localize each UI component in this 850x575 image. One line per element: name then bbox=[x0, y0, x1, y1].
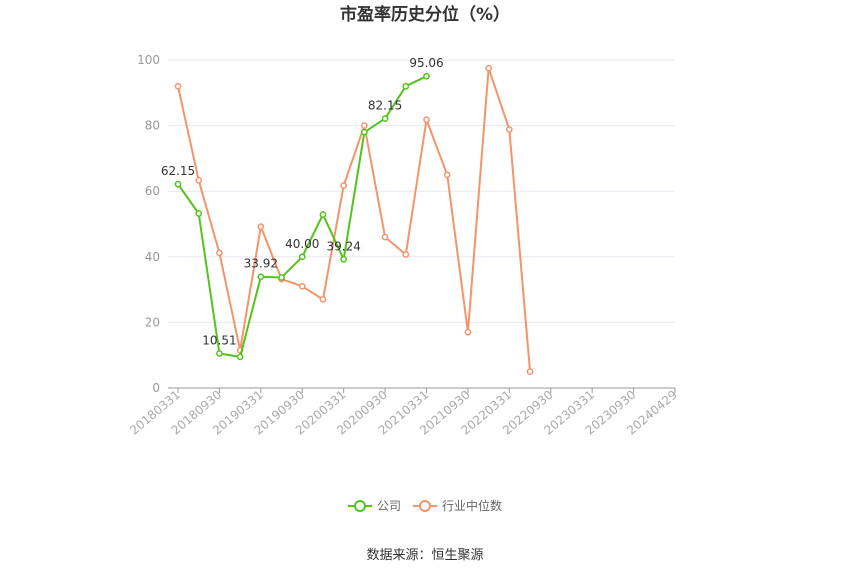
company-line bbox=[177, 75, 427, 358]
chart-title: 市盈率历史分位（%） bbox=[340, 4, 510, 25]
industry-median-point[interactable] bbox=[195, 177, 203, 184]
y-tick-label: 20 bbox=[145, 315, 160, 329]
y-tick-label: 80 bbox=[145, 119, 160, 133]
industry-median-point[interactable] bbox=[257, 223, 265, 230]
company-point[interactable] bbox=[174, 180, 182, 188]
industry-median-point[interactable] bbox=[381, 233, 389, 241]
legend-company-label: 公司 bbox=[377, 499, 401, 513]
company-point[interactable] bbox=[298, 253, 306, 261]
company-point[interactable] bbox=[216, 350, 223, 357]
industry-median-point[interactable] bbox=[485, 64, 492, 72]
y-tick-label: 60 bbox=[145, 184, 160, 198]
data-label: 39.24 bbox=[326, 239, 360, 253]
industry-median-line bbox=[177, 67, 532, 372]
industry-median-point[interactable] bbox=[361, 122, 368, 129]
data-label: 82.15 bbox=[368, 99, 402, 113]
y-tick-label: 40 bbox=[145, 250, 160, 264]
data-label: 62.15 bbox=[161, 164, 195, 178]
legend-company-marker bbox=[354, 500, 366, 512]
company-point[interactable] bbox=[423, 72, 430, 80]
legend-industry-label: 行业中位数 bbox=[442, 498, 502, 513]
legend-item-company[interactable]: 公司 bbox=[348, 499, 401, 513]
company-point[interactable] bbox=[340, 255, 348, 263]
industry-median-point[interactable] bbox=[298, 282, 306, 290]
series-layer bbox=[174, 64, 534, 375]
industry-median-point[interactable] bbox=[505, 126, 513, 133]
industry-median-point[interactable] bbox=[443, 171, 451, 179]
company-point[interactable] bbox=[195, 210, 203, 217]
industry-median-point[interactable] bbox=[526, 368, 534, 375]
industry-median-point[interactable] bbox=[402, 251, 410, 258]
data-label: 10.51 bbox=[202, 334, 236, 348]
company-point[interactable] bbox=[319, 211, 327, 218]
industry-median-point[interactable] bbox=[464, 328, 472, 336]
y-tick-label: 0 bbox=[152, 381, 160, 395]
company-point[interactable] bbox=[236, 353, 244, 361]
industry-median-point[interactable] bbox=[319, 296, 327, 303]
company-point[interactable] bbox=[402, 82, 410, 90]
company-point[interactable] bbox=[257, 273, 265, 281]
grid-layer bbox=[168, 59, 675, 323]
series-company bbox=[174, 72, 430, 361]
legend-industry-marker bbox=[419, 500, 431, 512]
legend: 公司 行业中位数 bbox=[348, 498, 502, 513]
data-source-note: 数据来源：恒生聚源 bbox=[366, 548, 483, 563]
industry-median-point[interactable] bbox=[423, 116, 430, 124]
data-label: 95.06 bbox=[409, 56, 443, 70]
company-point[interactable] bbox=[381, 115, 389, 122]
axis-layer: 0204060801002018033120180930201903312019… bbox=[127, 53, 680, 438]
industry-median-point[interactable] bbox=[340, 182, 348, 189]
company-point[interactable] bbox=[361, 128, 368, 136]
data-label: 40.00 bbox=[285, 237, 319, 251]
data-label-layer: 62.15 10.51 33.92 40.00 39.24 82.15 95.06 bbox=[161, 56, 444, 347]
y-tick-label: 100 bbox=[137, 53, 160, 67]
legend-item-industry-median[interactable]: 行业中位数 bbox=[413, 498, 502, 513]
industry-median-point[interactable] bbox=[216, 249, 223, 257]
series-industry-median bbox=[174, 64, 534, 375]
company-point[interactable] bbox=[278, 274, 285, 281]
data-label: 33.92 bbox=[244, 257, 278, 271]
industry-median-point[interactable] bbox=[174, 82, 182, 90]
